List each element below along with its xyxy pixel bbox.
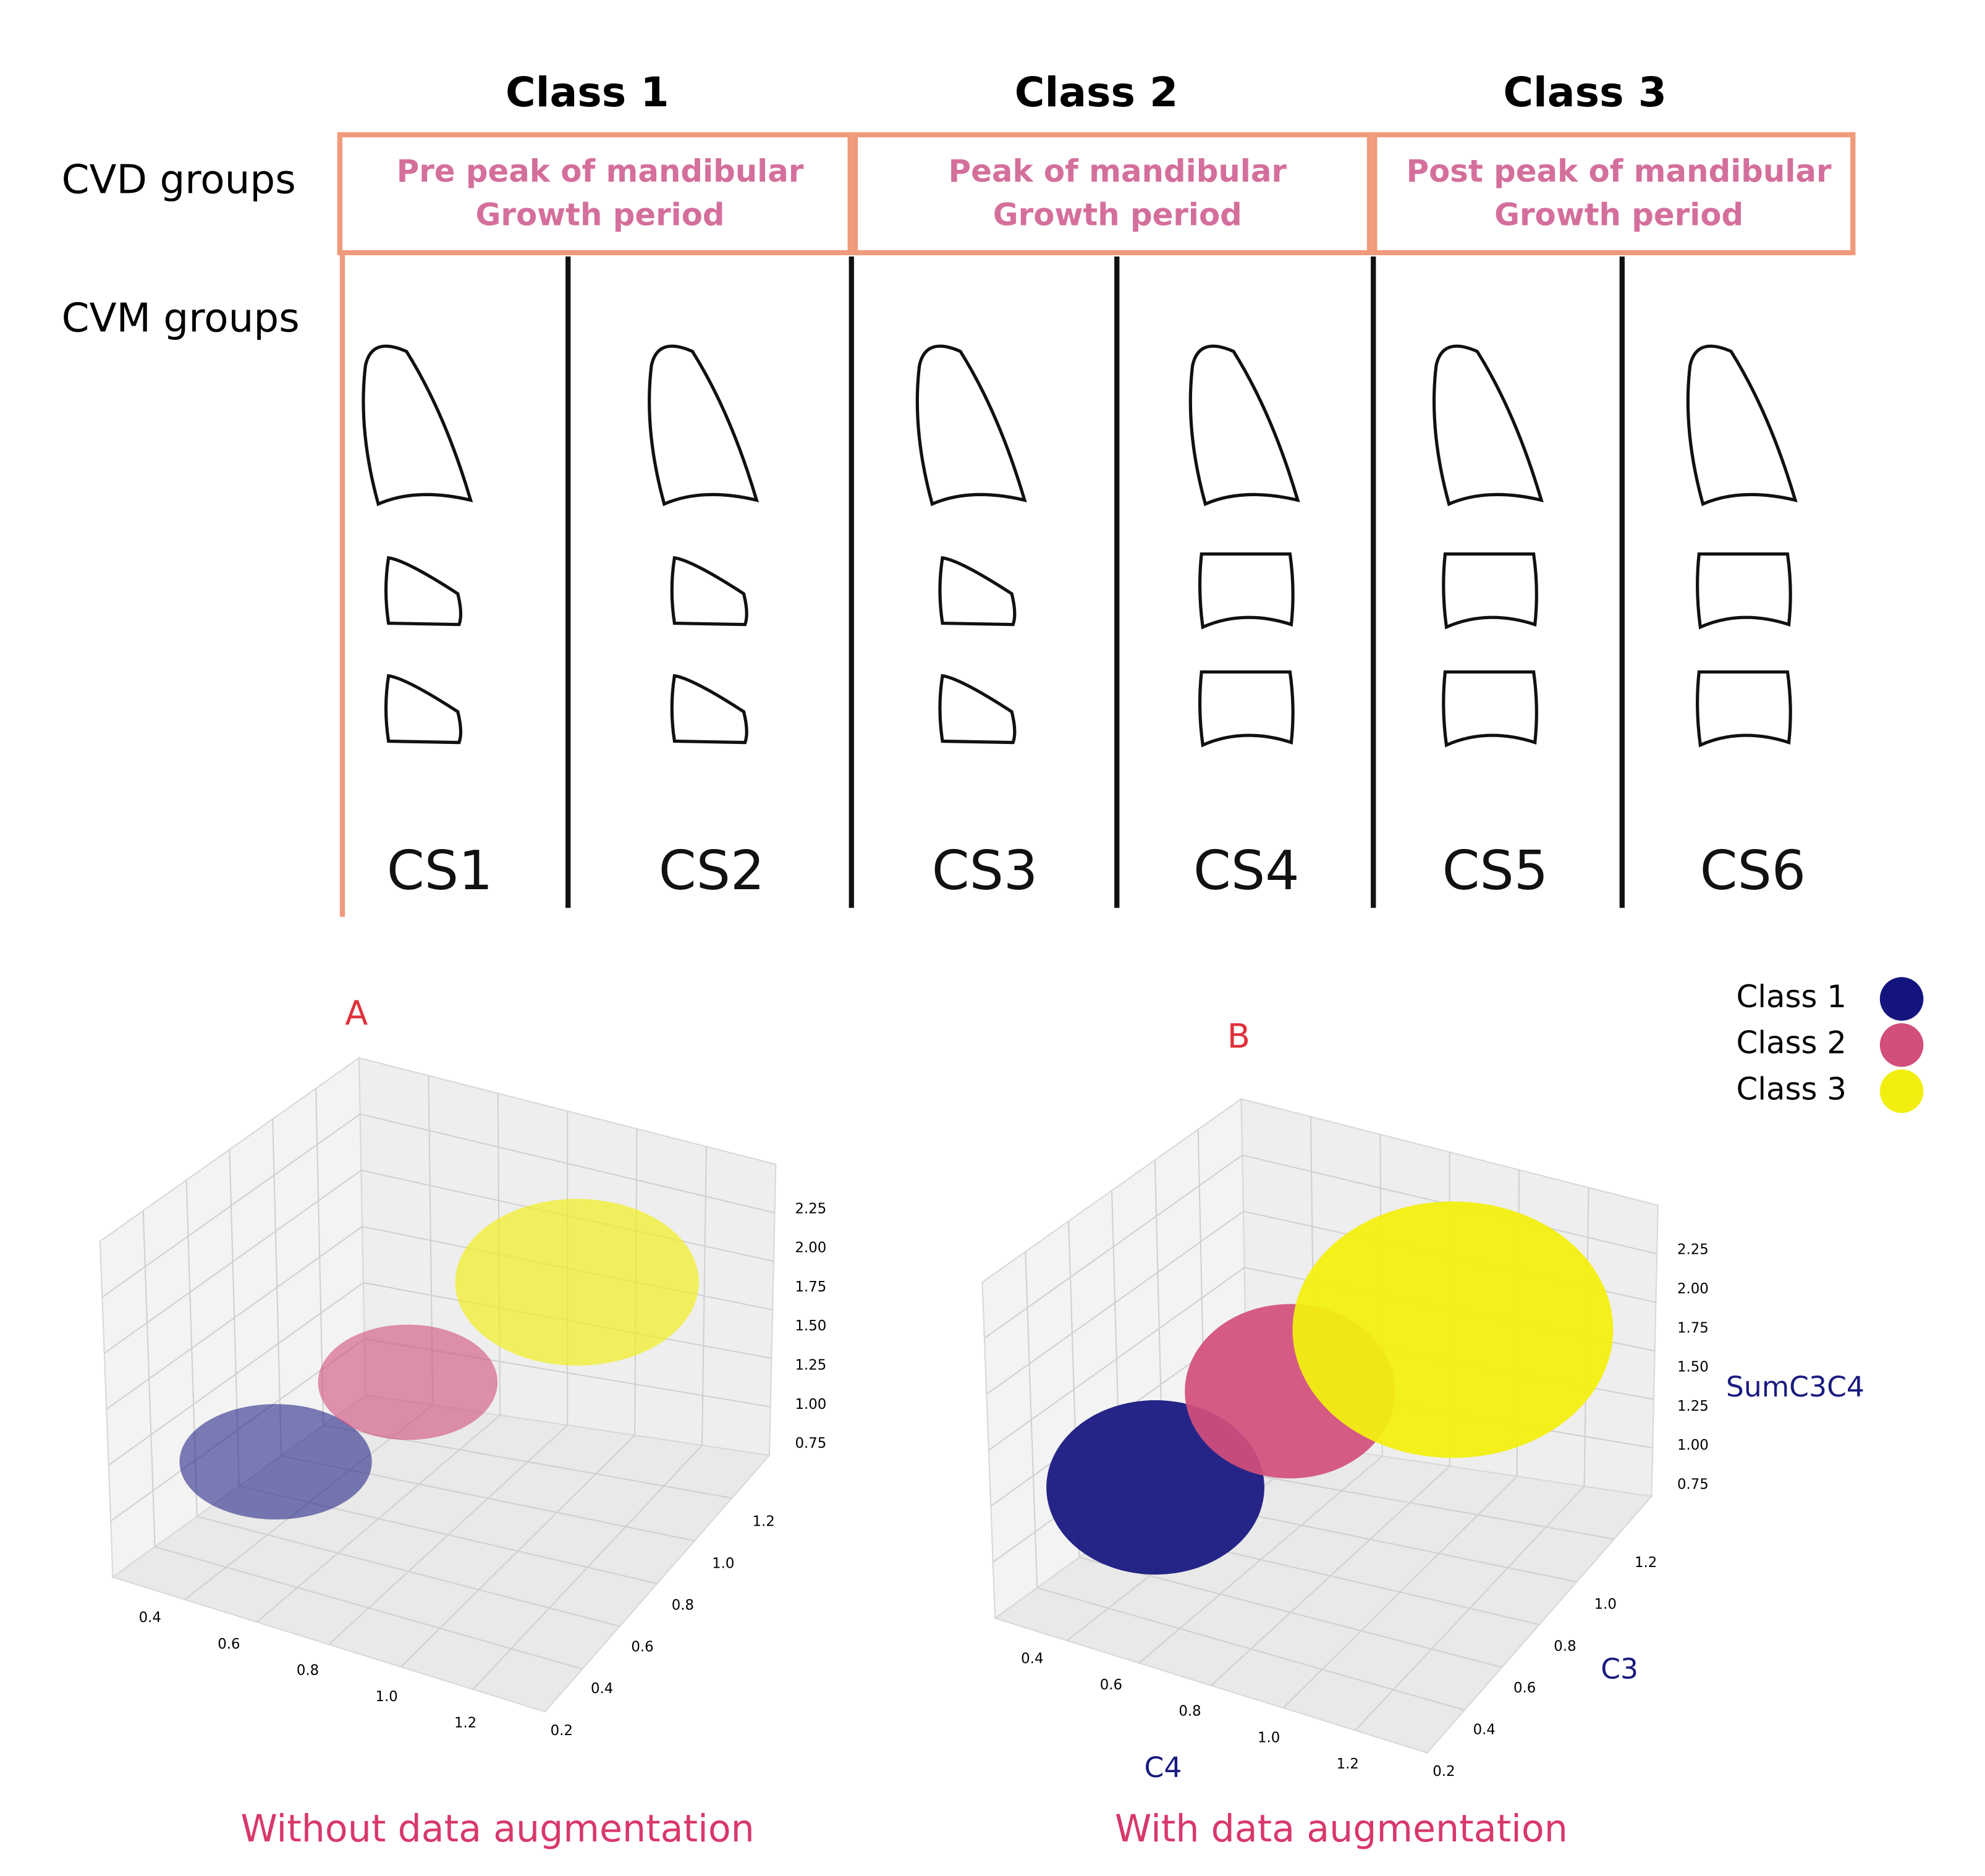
row-label: CVD groups [62, 156, 296, 203]
z-tick-label: 1.00 [1677, 1437, 1709, 1453]
x-tick-label: 0.6 [218, 1636, 240, 1652]
stage-label: CS3 [932, 839, 1038, 902]
class-cloud [318, 1324, 498, 1440]
cvd-text: Pre peak of mandibular [397, 153, 804, 189]
plot-3d: 0.75 1.00 1.25 1.50 1.75 2.00 2.25 0.4 0.6 0.8 1.0… [99, 1057, 826, 1739]
z-tick-label: 2.25 [795, 1201, 826, 1217]
z-tick-label: 1.50 [795, 1318, 826, 1334]
z-tick-label: 1.25 [1677, 1398, 1709, 1414]
legend-swatch [1879, 1023, 1924, 1067]
vertebra [1442, 552, 1538, 630]
cvd-text: Peak of mandibular [949, 153, 1287, 189]
y-tick-label: 1.2 [1635, 1555, 1657, 1571]
x-tick-label: 1.0 [1258, 1730, 1280, 1746]
vertebra [384, 674, 463, 745]
z-tick-label: 0.75 [795, 1435, 826, 1451]
y-tick-label: 0.4 [1473, 1722, 1496, 1738]
stage-label: CS2 [659, 839, 765, 902]
dens [648, 344, 759, 507]
dens [1686, 344, 1798, 507]
vertebra [1696, 552, 1792, 630]
z-tick-label: 1.25 [795, 1357, 826, 1373]
cvd-text: Growth period [476, 196, 725, 232]
stage-label: CS1 [387, 839, 493, 902]
z-tick-label: 1.75 [795, 1279, 826, 1295]
cvd-box [337, 132, 853, 256]
y-tick-label: 0.6 [631, 1639, 653, 1655]
z-tick-label: 2.00 [1677, 1281, 1709, 1297]
y-tick-label: 0.2 [1433, 1764, 1455, 1780]
dens [1432, 344, 1544, 507]
axis-title: C4 [1145, 1751, 1182, 1784]
x-tick-label: 0.4 [1021, 1651, 1043, 1667]
x-tick-label: 0.8 [297, 1662, 319, 1678]
x-tick-label: 1.2 [454, 1715, 476, 1731]
stage-label: CS5 [1442, 839, 1549, 902]
legend-swatch [1879, 977, 1924, 1021]
axis-title: SumC3C4 [1726, 1371, 1864, 1403]
y-tick-label: 0.4 [591, 1681, 613, 1697]
legend-label: Class 3 [1736, 1071, 1846, 1107]
row-label: CVM groups [62, 295, 300, 341]
y-tick-label: 0.8 [672, 1597, 694, 1613]
z-tick-label: 2.00 [795, 1240, 826, 1256]
legend-swatch [1879, 1069, 1924, 1113]
y-tick-label: 0.6 [1513, 1680, 1536, 1696]
panel-letter: A [345, 994, 368, 1033]
cvd-box [852, 132, 1373, 256]
vertebra [384, 556, 463, 627]
vertebra [670, 556, 748, 627]
panel-letter: B [1227, 1017, 1250, 1056]
panel-caption: Without data augmentation [240, 1807, 754, 1851]
stage-label: CS6 [1700, 839, 1806, 902]
dens [915, 344, 1027, 507]
vertebra [1696, 670, 1792, 748]
cvd-text: Growth period [993, 196, 1242, 232]
class-cloud [455, 1199, 699, 1366]
pane-grid [701, 1146, 707, 1445]
class-title: Class 3 [1503, 68, 1667, 116]
class-title: Class 2 [1015, 68, 1179, 116]
legend-label: Class 1 [1736, 979, 1846, 1015]
cvd-box [1372, 132, 1856, 256]
axis-title: C3 [1601, 1652, 1638, 1685]
stage-label: CS4 [1193, 839, 1300, 902]
x-tick-label: 0.4 [139, 1610, 161, 1626]
vertebra [938, 674, 1017, 745]
y-tick-label: 0.8 [1554, 1638, 1576, 1654]
class-title: Class 1 [506, 68, 669, 116]
vertebra [670, 674, 748, 745]
plot-3d: 0.75 1.00 1.25 1.50 1.75 2.00 2.25 0.4 0.6 0.8 1.0… [981, 1097, 1709, 1780]
z-tick-label: 1.75 [1677, 1320, 1709, 1336]
class-cloud [1292, 1201, 1614, 1458]
panel-caption: With data augmentation [1115, 1807, 1568, 1851]
y-tick-label: 1.2 [752, 1514, 774, 1530]
vertebra [1198, 552, 1295, 630]
cvd-text: Post peak of mandibular [1407, 153, 1832, 189]
y-tick-label: 0.2 [551, 1723, 573, 1739]
z-tick-label: 1.50 [1677, 1359, 1709, 1375]
x-tick-label: 0.8 [1179, 1704, 1201, 1720]
class-cloud [179, 1404, 372, 1519]
dens [1188, 344, 1300, 507]
z-tick-label: 2.25 [1677, 1242, 1709, 1258]
x-tick-label: 0.6 [1100, 1677, 1122, 1693]
pane-grid [1205, 1466, 1615, 1540]
z-tick-label: 0.75 [1677, 1476, 1709, 1492]
vertebra [1198, 670, 1295, 748]
y-tick-label: 1.0 [1594, 1597, 1617, 1613]
x-tick-label: 1.0 [375, 1689, 397, 1705]
x-tick-label: 1.2 [1337, 1756, 1359, 1772]
cvd-text: Growth period [1494, 196, 1743, 232]
y-tick-label: 1.0 [712, 1555, 734, 1571]
z-tick-label: 1.00 [795, 1396, 826, 1413]
legend-label: Class 2 [1736, 1025, 1846, 1061]
vertebra [1442, 670, 1538, 748]
dens [362, 344, 473, 507]
vertebra [938, 556, 1017, 627]
